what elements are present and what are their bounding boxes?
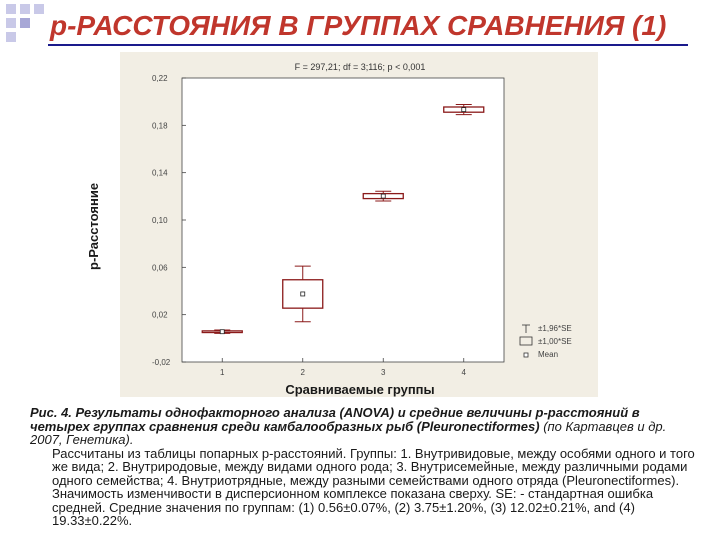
x-tick-label: 3 <box>381 368 386 377</box>
anova-chart: F = 297,21; df = 3;116; p < 0,001 0,220,… <box>152 62 572 377</box>
legend-label: ±1,96*SE <box>538 324 572 333</box>
page-title: p-РАССТОЯНИЯ В ГРУППАХ СРАВНЕНИЯ (1) <box>50 10 667 41</box>
title-underline <box>48 44 688 46</box>
mean-marker <box>461 107 467 112</box>
x-axis-label: Сравниваемые группы <box>285 382 435 397</box>
decorative-squares <box>0 0 60 60</box>
figure-caption: Рис. 4. Результаты однофакторного анализ… <box>30 406 700 528</box>
y-tick-label: 0,22 <box>152 74 168 83</box>
y-tick-label: 0,02 <box>152 311 168 320</box>
stats-line: F = 297,21; df = 3;116; p < 0,001 <box>295 62 426 72</box>
mean-marker <box>219 329 225 335</box>
y-tick-label: 0,18 <box>152 121 168 130</box>
y-tick-label: 0,10 <box>152 216 168 225</box>
mean-marker <box>380 193 386 199</box>
legend-mean-symbol <box>523 352 529 358</box>
se-box <box>362 192 404 200</box>
legend-label: Mean <box>538 350 558 359</box>
y-tick-label: -0,02 <box>152 358 171 367</box>
chart-marks <box>201 104 485 335</box>
legend-label: ±1,00*SE <box>538 337 572 346</box>
y-tick-label: 0,14 <box>152 169 168 178</box>
x-axis: 1 2 3 4 <box>220 358 467 377</box>
mean-marker <box>300 291 306 297</box>
caption-body: Рассчитаны из таблицы попарных p-расстоя… <box>52 445 695 528</box>
se-box <box>443 106 485 113</box>
x-tick-label: 2 <box>301 368 306 377</box>
se-box <box>282 279 324 309</box>
legend: ±1,96*SE ±1,00*SE Mean <box>519 324 572 359</box>
caption-title: Рис. 4. Результаты однофакторного анализ… <box>30 405 640 434</box>
y-axis: 0,22 0,18 0,14 0,10 0,06 0,02 -0,02 <box>152 74 186 367</box>
x-tick-label: 1 <box>220 368 225 377</box>
y-tick-label: 0,06 <box>152 263 168 272</box>
plot-area <box>181 77 505 363</box>
legend-box-symbol <box>519 336 533 346</box>
caption-source: (по Картавцев и др. 2007, Генетика). <box>30 418 667 447</box>
x-tick-label: 4 <box>462 368 467 377</box>
y-axis-label: p-Расстояние <box>86 182 101 270</box>
